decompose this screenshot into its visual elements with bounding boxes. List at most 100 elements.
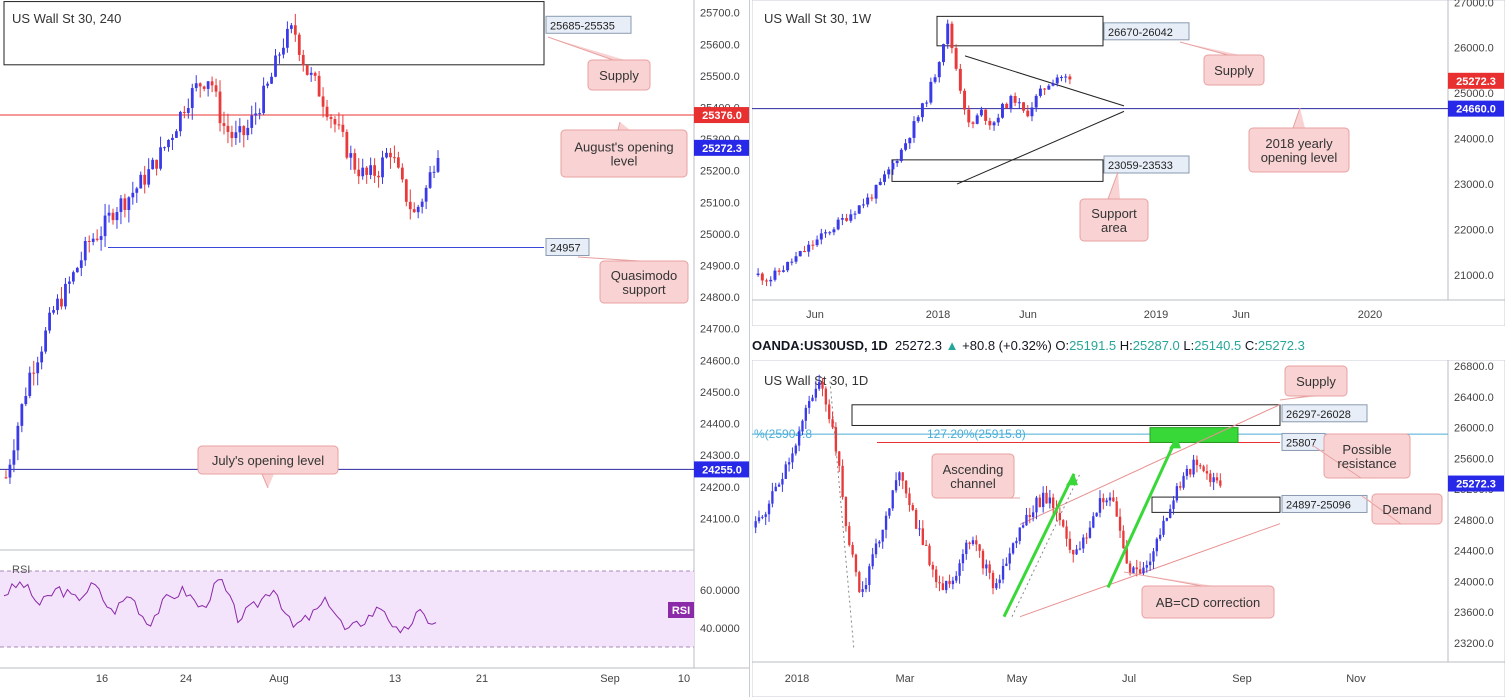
candle-4h-body <box>155 159 158 169</box>
candle-4h-body <box>309 72 313 75</box>
candle-1d-body <box>1172 500 1175 510</box>
candle-1w-body <box>954 48 958 69</box>
y-tick-label: 22000.0 <box>1454 225 1494 237</box>
candle-1d-body <box>807 401 811 408</box>
x-tick-label: 2018 <box>785 673 809 685</box>
candle-1w-body <box>1051 83 1055 86</box>
candle-1d-body <box>1135 567 1138 570</box>
x-tick-label: May <box>1007 673 1028 685</box>
candle-1w-body <box>958 68 962 91</box>
supply-zone <box>3 1 545 66</box>
candle-1d-body <box>1142 567 1145 574</box>
y-tick-label: 24700.0 <box>700 324 740 336</box>
up-arrow-icon: ▲ <box>945 338 959 353</box>
green-arrow-2 <box>1106 436 1179 589</box>
svg-text:Possible: Possible <box>1342 442 1391 457</box>
y-tick-label: 21000.0 <box>1454 270 1494 282</box>
candle-1d-body <box>961 554 965 564</box>
y-tick-label: 24900.0 <box>700 261 740 273</box>
candle-4h-body <box>420 201 424 207</box>
candle-4h-body <box>91 238 95 242</box>
y-tick-label: 25700.0 <box>700 8 740 20</box>
candle-4h-body <box>373 165 376 176</box>
candle-1w-body <box>807 244 811 252</box>
candle-1w-body <box>874 184 878 199</box>
candle-1d-body <box>767 503 771 515</box>
candle-4h-body <box>178 111 182 132</box>
candle-1w-body <box>878 181 882 185</box>
callout-supply: Supply <box>1279 365 1348 401</box>
candle-1d-body <box>968 542 971 544</box>
candle-1d-body <box>794 445 797 454</box>
candle-4h-body <box>151 159 155 170</box>
candle-1d-body <box>1125 548 1128 564</box>
candle-1w-body <box>828 232 832 234</box>
candle-1w-body <box>996 117 1000 123</box>
candle-1d-body <box>901 472 904 481</box>
candle-4h-body <box>301 54 305 66</box>
x-tick-label: Nov <box>1346 673 1366 685</box>
y-tick-label: 25200.0 <box>700 166 740 178</box>
candle-1d-body <box>938 582 941 584</box>
chart-1w-svg[interactable]: 27000.0 26000.0 25000.0 24000.0 23000.0 22000… <box>752 0 1505 326</box>
candle-1d-body <box>1015 540 1018 544</box>
candle-4h-body <box>64 283 67 307</box>
chart-4h-svg[interactable]: 25700.025600.025500.025400.025300.025200… <box>0 0 749 697</box>
triangle-upper <box>964 55 1125 107</box>
candle-1w-body <box>1043 88 1047 90</box>
x-tick-label: 21 <box>476 673 488 685</box>
chart-1w-panel[interactable]: 27000.0 26000.0 25000.0 24000.0 23000.0 22000… <box>752 0 1505 326</box>
candle-1w-body <box>937 62 941 78</box>
candle-1d-body <box>1008 553 1011 564</box>
candle-1d-body <box>1132 567 1135 574</box>
candle-1d-body <box>1162 520 1165 535</box>
price-tag-0: 25272.3 <box>1456 76 1496 88</box>
candle-4h-body <box>167 139 170 148</box>
svg-text:level: level <box>611 154 638 169</box>
candle-1d-body <box>1155 538 1158 552</box>
x-tick-label: 24 <box>180 673 192 685</box>
candle-1w-body <box>802 251 806 253</box>
x-tick-label: 2018 <box>926 309 950 321</box>
x-tick-label: 2019 <box>1144 309 1168 321</box>
candle-1d-body <box>891 490 894 509</box>
candle-1w-body <box>1017 102 1021 104</box>
candle-1w-body <box>992 122 996 126</box>
candle-4h-body <box>270 76 273 84</box>
rsi-badge-bg <box>668 602 694 618</box>
chart-1d-svg[interactable]: 26800.026400.026000.025600.025200.024800… <box>752 360 1505 697</box>
candle-1d-body <box>985 564 988 569</box>
y-tick-label: 25600.0 <box>1454 453 1494 465</box>
candle-4h-body <box>416 206 420 213</box>
x-tick-label: 13 <box>389 673 401 685</box>
candle-1d-body <box>1052 497 1055 509</box>
candle-1w-body <box>824 232 827 234</box>
candle-4h-body <box>175 131 178 138</box>
svg-text:Supply: Supply <box>1214 63 1254 78</box>
candle-1d-body <box>811 397 814 402</box>
y-tick-label: 23000.0 <box>1454 179 1494 191</box>
candle-4h-body <box>131 192 135 198</box>
candle-4h-body <box>396 157 400 168</box>
candle-1d-body <box>991 572 995 589</box>
candle-1d-body <box>787 462 791 465</box>
candle-1d-body <box>1199 465 1202 467</box>
candle-1d-body <box>935 569 938 583</box>
candle-1d-body <box>931 564 935 570</box>
y-tick-label: 26800.0 <box>1454 361 1494 373</box>
chart-1d-panel[interactable]: 26800.026400.026000.025600.025200.024800… <box>752 360 1505 697</box>
candle-1w-body <box>857 205 861 214</box>
candle-1d-body <box>1152 551 1155 562</box>
candle-1d-body <box>824 388 828 405</box>
support-zone-label: 23059-23533 <box>1108 160 1173 172</box>
fib-label: 127.20%(25915.8) <box>927 427 1026 441</box>
chart-4h-panel[interactable]: 25700.025600.025500.025400.025300.025200… <box>0 0 750 697</box>
candle-1w-body <box>1013 95 1017 103</box>
candle-4h-body <box>127 197 131 210</box>
candle-4h-body <box>103 215 107 237</box>
candle-1w-body <box>861 204 865 206</box>
candle-1d-body <box>814 388 818 398</box>
candle-1d-body <box>1148 561 1152 566</box>
x-tick-label: Sep <box>1232 673 1252 685</box>
